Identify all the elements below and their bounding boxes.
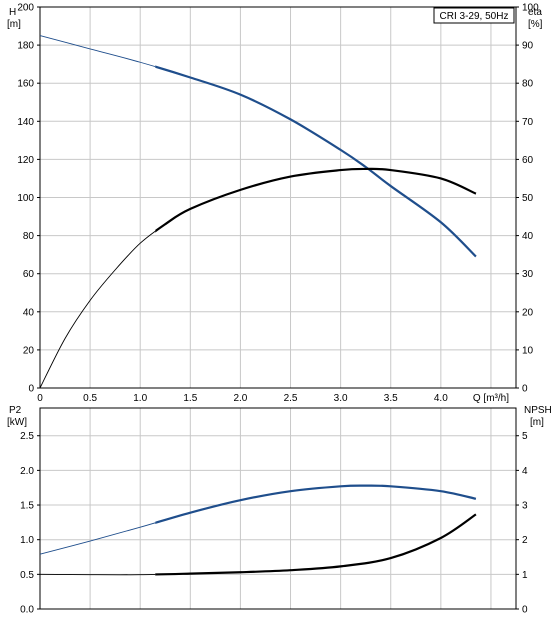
y-left-tick-label: 2.5 [20, 431, 34, 442]
y-left-axis-unit: [kW] [7, 417, 27, 428]
series-line-npsh [155, 513, 477, 576]
x-axis-label: Q [m³/h] [473, 393, 509, 404]
y-right-tick-label: 60 [522, 155, 534, 166]
y-right-tick-label: 90 [522, 41, 534, 52]
y-right-tick-label: 0 [522, 605, 528, 616]
y-right-tick-label: 70 [522, 117, 534, 128]
pump-model-label: CRI 3-29, 50Hz [440, 11, 509, 22]
x-tick-label: 1.0 [133, 393, 147, 404]
x-tick-label: 3.0 [334, 393, 348, 404]
y-left-tick-label: 60 [23, 269, 35, 280]
y-right-tick-label: 10 [522, 345, 534, 356]
x-tick-label: 4.0 [434, 393, 448, 404]
y-right-axis-title: eta [528, 7, 542, 18]
y-right-tick-label: 5 [522, 431, 528, 442]
y-right-tick-label: 1 [522, 570, 528, 581]
y-left-tick-label: 0 [28, 384, 34, 395]
y-left-tick-label: 0.5 [20, 570, 34, 581]
series-line-head [155, 65, 477, 258]
y-left-tick-label: 160 [17, 79, 34, 90]
y-right-axis-unit: [%] [528, 19, 543, 30]
y-right-tick-label: 80 [522, 79, 534, 90]
y-right-tick-label: 20 [522, 307, 534, 318]
series-line-power-thin [39, 522, 156, 555]
x-tick-label: 2.5 [284, 393, 298, 404]
series-line-power [155, 484, 477, 524]
y-right-axis-title: NPSH [524, 405, 552, 416]
y-left-axis-title: P2 [9, 405, 22, 416]
series-line-npsh-thin [39, 573, 156, 576]
x-tick-label: 3.5 [384, 393, 398, 404]
y-right-tick-label: 30 [522, 269, 534, 280]
y-left-tick-label: 1.5 [20, 501, 34, 512]
y-left-tick-label: 80 [23, 231, 35, 242]
y-left-tick-label: 1.0 [20, 535, 34, 546]
plot-frame [39, 407, 517, 610]
pump-model-box [433, 7, 515, 24]
y-right-tick-label: 100 [522, 3, 539, 14]
y-left-tick-label: 140 [17, 117, 34, 128]
y-right-axis-unit: [m] [530, 417, 544, 428]
y-left-tick-label: 120 [17, 155, 34, 166]
series-line-head-thin [39, 35, 156, 68]
chart-panel-power-npsh: 0.0 0.5 1.0 1.5 2.0 2.5 0 1 2 3 4 5 P2[kW] NPSH[m] [7, 405, 552, 616]
y-right-tick-label: 2 [522, 535, 528, 546]
y-left-tick-label: 40 [23, 307, 35, 318]
y-right-tick-label: 0 [522, 384, 528, 395]
y-right-tick-label: 40 [522, 231, 534, 242]
series-line-efficiency [155, 167, 477, 233]
y-left-tick-label: 0.0 [20, 605, 34, 616]
x-tick-label: 2.0 [233, 393, 247, 404]
y-right-tick-label: 4 [522, 466, 528, 477]
x-tick-label: 0 [37, 393, 43, 404]
y-left-tick-label: 180 [17, 41, 34, 52]
x-tick-label: 1.5 [183, 393, 197, 404]
series-line-efficiency-thin [39, 230, 156, 389]
y-left-tick-label: 100 [17, 193, 34, 204]
x-tick-label: 0.5 [83, 393, 97, 404]
y-left-tick-label: 20 [23, 345, 35, 356]
y-left-tick-label: 200 [17, 3, 34, 14]
y-left-axis-title: H [9, 7, 16, 18]
y-left-axis-unit: [m] [7, 19, 21, 30]
y-left-tick-label: 2.0 [20, 466, 34, 477]
plot-area [40, 408, 516, 609]
y-right-tick-label: 3 [522, 501, 528, 512]
y-right-tick-label: 50 [522, 193, 534, 204]
chart-panel-head-efficiency: 0 20 40 60 80 100 120 140 160 180 200 0 10 20 30 40 50 60… [7, 3, 543, 405]
